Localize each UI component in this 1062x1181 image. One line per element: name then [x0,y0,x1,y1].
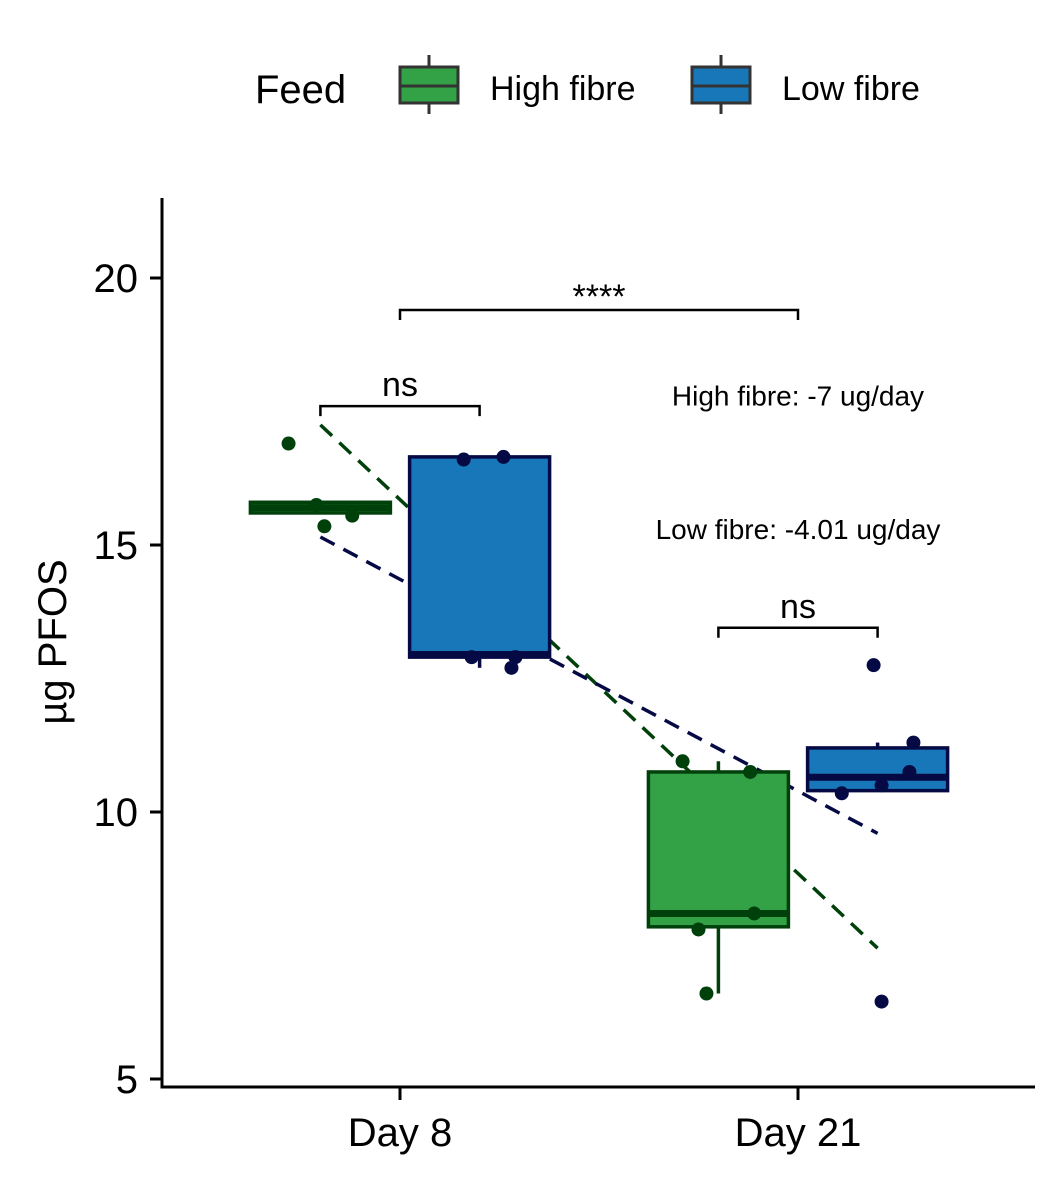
data-point [747,906,762,921]
data-point [281,436,296,451]
box-body [407,455,552,659]
data-point [464,650,479,665]
x-tick-label: Day 8 [348,1111,453,1155]
y-tick-label: 5 [116,1058,138,1102]
data-point [345,508,360,523]
data-point [874,994,889,1009]
data-point [834,786,849,801]
legend-label: Low fibre [782,70,920,108]
data-point [699,986,714,1001]
data-point [317,519,332,534]
significance-label: ns [780,588,816,626]
legend: Feed High fibre Low fibre [255,55,920,114]
legend-entry: High fibre [398,55,636,114]
data-point [496,449,511,464]
y-tick-label: 10 [94,791,139,835]
trend-line [319,535,879,835]
slope-annotation: Low fibre: -4.01 ug/day [656,514,941,545]
data-point [456,452,471,467]
significance-bracket: ns [717,588,879,638]
data-point [743,764,758,779]
box [646,761,791,994]
data-point [309,497,324,512]
x-tick-label: Day 21 [735,1111,862,1155]
axes: 5 10 15 20 Day 8 Day 21 µg PFOS [31,198,1035,1155]
legend-entry: Low fibre [690,55,920,114]
significance-label: **** [573,278,626,316]
box [407,455,552,668]
y-tick-label: 20 [94,257,139,301]
data-point [675,754,690,769]
data-point [691,922,706,937]
legend-label: High fibre [490,70,636,108]
data-point [902,764,917,779]
y-axis-title: µg PFOS [31,559,75,724]
legend-title: Feed [255,68,346,112]
significance-bracket: **** [398,278,800,321]
significance-line [319,404,481,417]
y-tick-label: 15 [94,524,139,568]
data-point [508,650,523,665]
significance-label: ns [382,366,418,404]
box-body [646,770,791,929]
data-point [874,778,889,793]
plot-area: ns ns **** High fibre: -7 ug/day Low fibre:… [248,278,950,1009]
data-point [866,658,881,673]
significance-line [398,308,800,321]
data-point [906,735,921,750]
significance-line [717,626,879,638]
significance-bracket: ns [319,366,481,417]
slope-annotation: High fibre: -7 ug/day [672,380,924,411]
data-point [504,660,519,675]
